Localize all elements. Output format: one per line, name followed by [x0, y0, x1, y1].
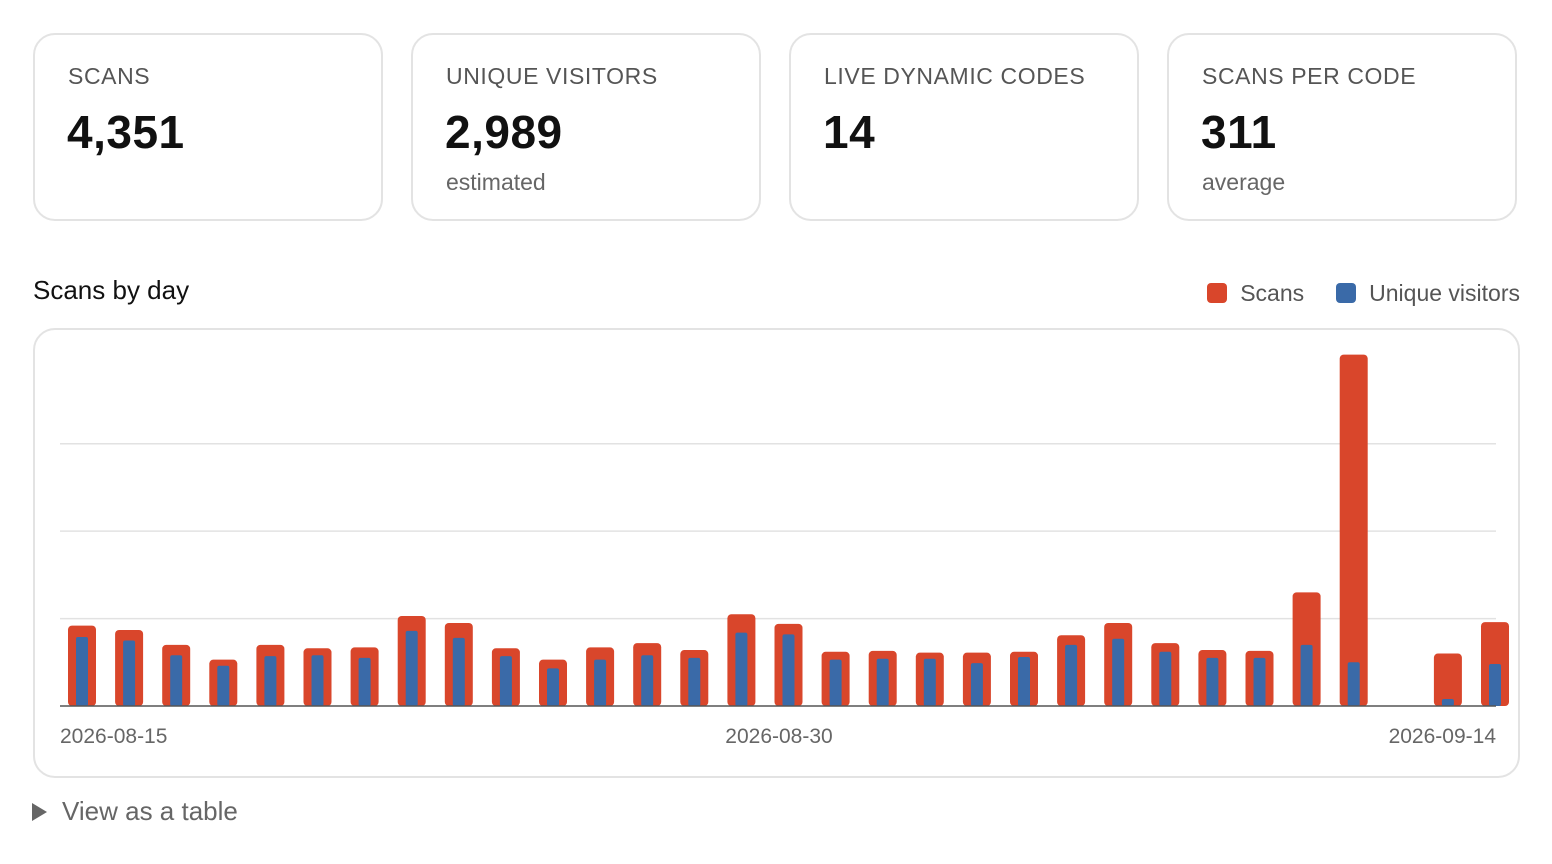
stat-card-scans: SCANS 4,351: [33, 33, 383, 221]
bar-unique-visitors[interactable]: [405, 630, 418, 706]
bar-unique-visitors[interactable]: [1347, 662, 1360, 706]
bar-unique-visitors[interactable]: [123, 640, 136, 706]
stat-label: SCANS: [68, 63, 151, 89]
x-tick-label: 2026-08-30: [725, 725, 832, 748]
x-tick-label: 2026-08-15: [60, 725, 167, 748]
bar-unique-visitors[interactable]: [358, 657, 371, 706]
bar-unique-visitors[interactable]: [311, 655, 324, 706]
x-tick-label: 2026-09-14: [1389, 725, 1497, 748]
legend-item-scans: Scans: [1207, 280, 1304, 307]
legend-swatch-scans: [1207, 283, 1228, 303]
bar-scans[interactable]: [1433, 653, 1462, 706]
stat-card-unique-visitors: UNIQUE VISITORS 2,989 estimated: [411, 33, 761, 221]
stats-row: SCANS 4,351 UNIQUE VISITORS 2,989 estima…: [0, 0, 1552, 240]
stat-value: 4,351: [67, 106, 185, 158]
bar-unique-visitors[interactable]: [1253, 657, 1266, 706]
bar-unique-visitors[interactable]: [923, 658, 936, 706]
toggle-label: View as a table: [62, 796, 238, 826]
stat-value: 2,989: [445, 106, 563, 158]
bar-unique-visitors[interactable]: [1018, 657, 1030, 706]
stat-sub: estimated: [446, 169, 546, 195]
bar-unique-visitors[interactable]: [1065, 644, 1078, 706]
bar-unique-visitors[interactable]: [876, 658, 889, 706]
bar-unique-visitors[interactable]: [1489, 664, 1501, 706]
stat-value: 14: [823, 106, 876, 158]
chart-legend: Scans Unique visitors: [1175, 278, 1520, 308]
stat-label: SCANS PER CODE: [1202, 63, 1417, 89]
bar-unique-visitors[interactable]: [735, 632, 748, 706]
bar-unique-visitors[interactable]: [1206, 657, 1219, 706]
bar-unique-visitors[interactable]: [76, 636, 88, 706]
stat-label: UNIQUE VISITORS: [446, 63, 658, 89]
bar-unique-visitors[interactable]: [547, 668, 559, 706]
legend-swatch-unique-visitors: [1336, 283, 1357, 303]
bar-unique-visitors[interactable]: [1441, 699, 1454, 706]
bar-unique-visitors[interactable]: [217, 665, 230, 706]
stat-value: 311: [1201, 106, 1277, 158]
bar-unique-visitors[interactable]: [170, 655, 183, 706]
bar-unique-visitors[interactable]: [264, 656, 277, 706]
bar-chart: 2026-08-15 2026-08-30 2026-09-14: [60, 354, 1509, 748]
bar-unique-visitors[interactable]: [1300, 644, 1313, 706]
chart-title: Scans by day: [33, 275, 190, 305]
disclosure-triangle-icon: [32, 802, 47, 821]
stat-card-scans-per-code: SCANS PER CODE 311 average: [1167, 33, 1517, 221]
stat-label: LIVE DYNAMIC CODES: [824, 63, 1086, 89]
bar-unique-visitors[interactable]: [970, 663, 983, 706]
bar-unique-visitors[interactable]: [688, 657, 701, 706]
bar-unique-visitors[interactable]: [1159, 651, 1172, 706]
bar-unique-visitors[interactable]: [594, 659, 607, 706]
legend-label: Unique visitors: [1369, 279, 1520, 306]
bar-unique-visitors[interactable]: [782, 634, 795, 706]
stat-card-live-dynamic-codes: LIVE DYNAMIC CODES 14: [789, 33, 1139, 221]
view-as-table-toggle[interactable]: View as a table: [32, 796, 238, 827]
bar-unique-visitors[interactable]: [499, 656, 512, 706]
bar-unique-visitors[interactable]: [452, 637, 465, 706]
bar-unique-visitors[interactable]: [1112, 638, 1125, 706]
bar-scans[interactable]: [1339, 354, 1368, 706]
legend-label: Scans: [1240, 279, 1305, 306]
bar-unique-visitors[interactable]: [829, 659, 842, 706]
stat-sub: average: [1202, 169, 1286, 195]
chart-container: 2026-08-15 2026-08-30 2026-09-14: [33, 328, 1520, 778]
bar-unique-visitors[interactable]: [641, 655, 654, 706]
legend-item-unique-visitors: Unique visitors: [1336, 280, 1520, 307]
